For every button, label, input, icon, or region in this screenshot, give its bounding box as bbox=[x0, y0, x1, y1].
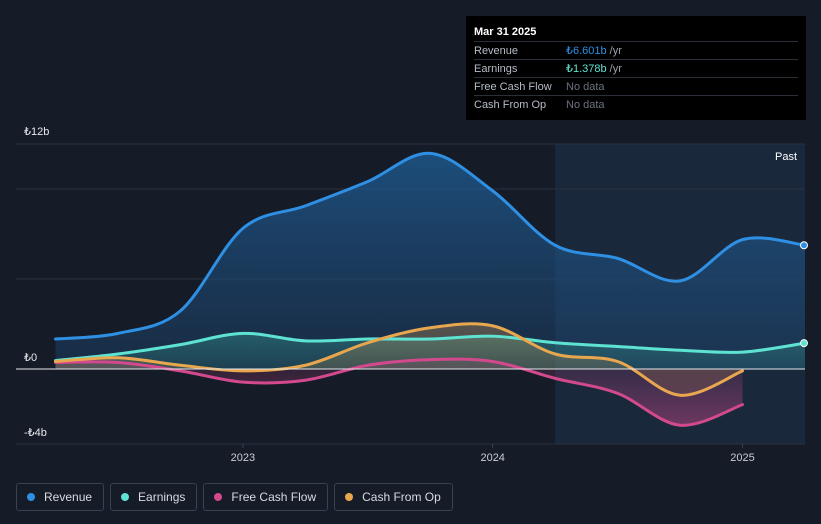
tooltip-row-free-cash-flow: Free Cash Flow No data bbox=[474, 77, 798, 95]
x-tick-label: 2025 bbox=[730, 452, 754, 464]
x-tick-label: 2024 bbox=[480, 452, 504, 464]
earnings-end-point bbox=[800, 339, 808, 348]
y-tick-label: -₺4b bbox=[24, 427, 47, 439]
legend-label: Revenue bbox=[44, 490, 93, 504]
legend-item-free-cash-flow[interactable]: Free Cash Flow bbox=[203, 483, 329, 511]
tooltip-row-earnings: Earnings ₺1.378b /yr bbox=[474, 59, 798, 77]
legend-dot-icon bbox=[121, 493, 130, 501]
tooltip-unit: /yr bbox=[609, 62, 622, 75]
tooltip-label: Earnings bbox=[474, 62, 518, 75]
data-tooltip: Mar 31 2025 Revenue ₺6.601b /yr Earnings… bbox=[466, 16, 806, 120]
legend-label: Free Cash Flow bbox=[231, 490, 317, 504]
legend-dot-icon bbox=[214, 493, 223, 501]
tooltip-label: Cash From Op bbox=[474, 98, 547, 111]
legend-dot-icon bbox=[27, 493, 35, 501]
tooltip-row-cash-from-op: Cash From Op No data bbox=[474, 95, 798, 113]
tooltip-row-revenue: Revenue ₺6.601b /yr bbox=[474, 41, 798, 59]
tooltip-value: No data bbox=[566, 80, 605, 93]
legend-dot-icon bbox=[345, 493, 354, 501]
free-cash-flow-area bbox=[55, 359, 743, 426]
tooltip-label: Revenue bbox=[474, 44, 519, 57]
revenue-area bbox=[55, 153, 805, 369]
tooltip-value: ₺6.601b bbox=[566, 45, 607, 57]
past-label: Past bbox=[775, 151, 797, 163]
revenue-line bbox=[53, 151, 805, 341]
tooltip-value: ₺1.378b bbox=[566, 63, 607, 75]
y-tick-label: ₺0 bbox=[24, 352, 37, 364]
chart-legend: Revenue Earnings Free Cash Flow Cash Fro… bbox=[16, 483, 453, 511]
tooltip-label: Free Cash Flow bbox=[474, 80, 552, 93]
legend-item-earnings[interactable]: Earnings bbox=[110, 483, 198, 511]
legend-label: Cash From Op bbox=[362, 490, 441, 504]
free-cash-flow-line bbox=[53, 357, 745, 427]
x-tick-label: 2023 bbox=[231, 452, 255, 464]
legend-item-revenue[interactable]: Revenue bbox=[16, 483, 105, 511]
tooltip-unit: /yr bbox=[609, 44, 622, 57]
tooltip-date: Mar 31 2025 bbox=[474, 26, 537, 38]
tooltip-value: No data bbox=[566, 98, 605, 111]
earnings-line bbox=[53, 331, 805, 363]
y-tick-label: ₺12b bbox=[24, 126, 49, 138]
revenue-end-point bbox=[800, 241, 808, 250]
cash-from-op-area bbox=[55, 323, 743, 396]
cash-from-op-line bbox=[53, 322, 745, 397]
legend-item-cash-from-op[interactable]: Cash From Op bbox=[334, 483, 453, 511]
legend-label: Earnings bbox=[138, 490, 186, 504]
